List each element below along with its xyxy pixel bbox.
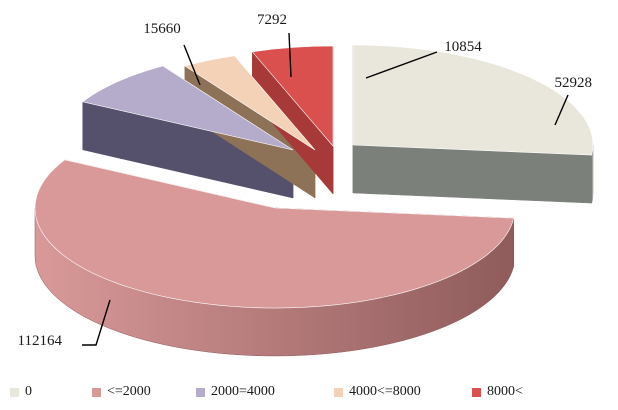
leader-line — [82, 299, 111, 346]
legend-swatch — [92, 387, 101, 397]
pie-slice-4 — [251, 45, 334, 147]
data-labels: 52928 112164 15660 7292 10854 — [18, 12, 592, 349]
legend-swatch — [334, 387, 343, 397]
legend-item: 0 — [10, 382, 32, 402]
leader-line — [365, 51, 438, 79]
data-label: 10854 — [444, 39, 482, 55]
pie-slice-0 — [352, 44, 594, 156]
legend-label: 0 — [25, 384, 32, 399]
legend-item: <=2000 — [92, 382, 151, 402]
data-label: 112164 — [18, 333, 63, 349]
legend-label: 2000=4000 — [211, 384, 275, 399]
legend: 0 <=2000 2000=4000 4000<=8000 8000< — [0, 382, 618, 402]
slice-tops — [34, 44, 594, 309]
legend-label: 8000< — [487, 384, 523, 399]
pie-slice-2 — [82, 65, 294, 151]
leader-line — [554, 94, 569, 126]
leader-line — [183, 44, 201, 86]
legend-swatch — [472, 387, 481, 397]
data-label: 15660 — [143, 21, 181, 37]
pie-slice-3 — [184, 55, 316, 151]
legend-item: 4000<=8000 — [334, 382, 421, 402]
legend-label: <=2000 — [107, 384, 151, 399]
pie-slice-1 — [34, 159, 515, 309]
legend-label: 4000<=8000 — [349, 384, 421, 399]
leader-line — [288, 32, 292, 78]
data-label: 7292 — [257, 12, 287, 28]
legend-swatch — [196, 387, 205, 397]
legend-swatch — [10, 387, 19, 397]
data-label: 52928 — [555, 75, 593, 91]
legend-item: 8000< — [472, 382, 523, 402]
legend-item: 2000=4000 — [196, 382, 275, 402]
